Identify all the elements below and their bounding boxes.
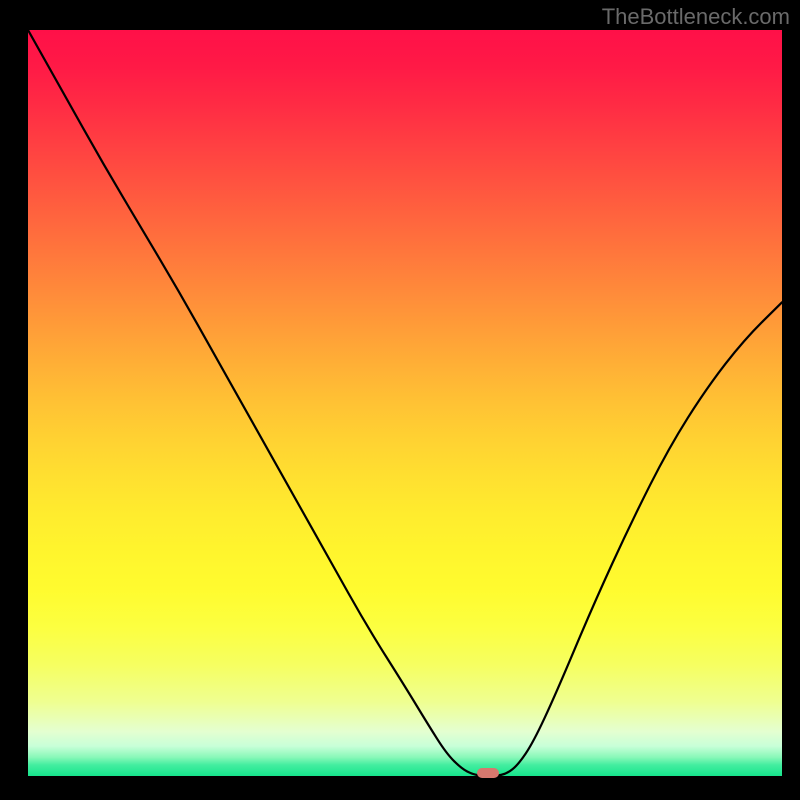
watermark-label: TheBottleneck.com	[602, 4, 790, 30]
chart-frame: TheBottleneck.com	[0, 0, 800, 800]
plot-area	[28, 30, 782, 776]
chart-svg	[28, 30, 782, 776]
bottleneck-marker	[477, 768, 500, 778]
